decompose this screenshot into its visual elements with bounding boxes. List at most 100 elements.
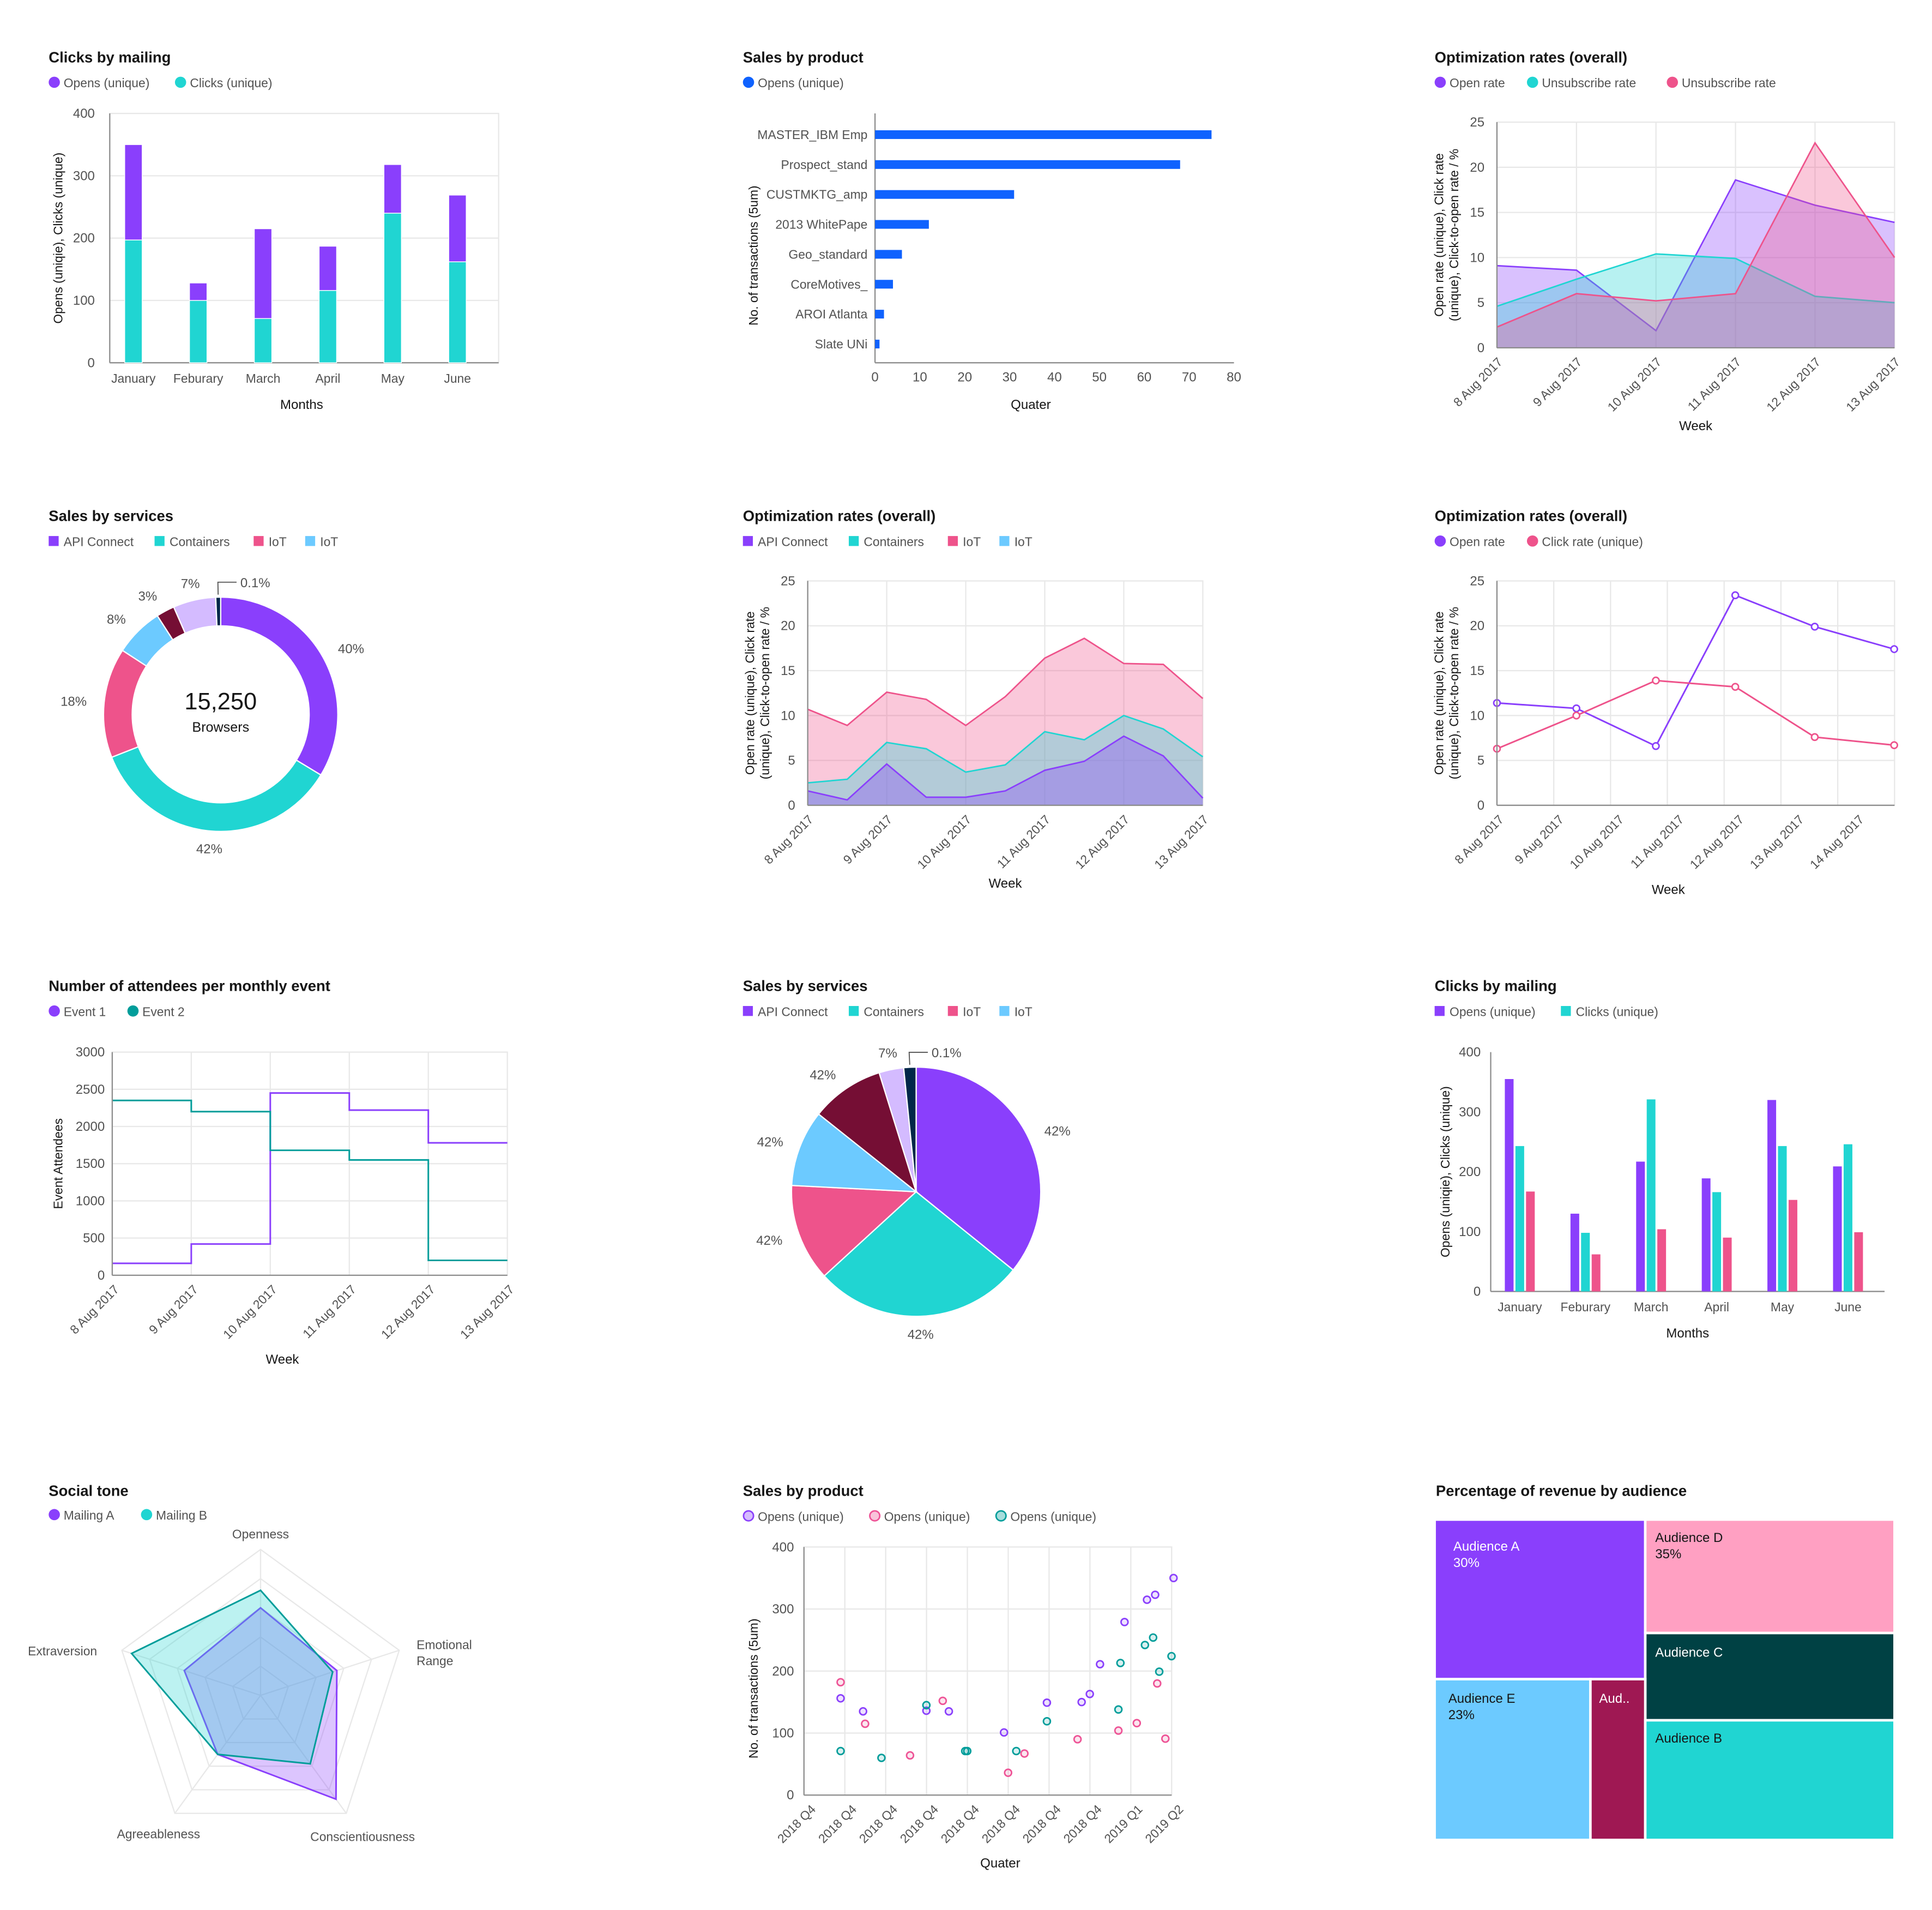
- scatter-point: [1143, 1595, 1151, 1604]
- bar: [1581, 1233, 1590, 1292]
- legend-label: IoT: [963, 1004, 981, 1019]
- y-tick-label: 20: [781, 619, 795, 634]
- scatter-point: [1114, 1726, 1123, 1735]
- legend-item: IoT: [947, 534, 981, 549]
- radar-axis-label-line: Range: [416, 1654, 453, 1668]
- area-fill: [1496, 254, 1895, 348]
- x-tick-label: 12 Aug 2017: [1687, 812, 1747, 872]
- bar: [875, 130, 1212, 139]
- legend-item: Unsubscribe rate: [1667, 76, 1776, 90]
- scatter-point: [1151, 1590, 1160, 1599]
- x-tick-label: 11 Aug 2017: [1685, 354, 1744, 413]
- radar-chart: Social tone Mailing A Mailing B Openness Emo…: [28, 1483, 472, 1844]
- data-point: [1572, 704, 1581, 713]
- pie-slice-label: 42%: [757, 1135, 783, 1150]
- legend-item: IoT: [999, 534, 1033, 549]
- y-tick-label: 10: [1470, 708, 1484, 723]
- treemap-cell: Audience B: [1644, 1719, 1896, 1841]
- y-tick-label: 15: [1470, 206, 1484, 220]
- scatter-chart: Sales by product Opens (unique) Opens (uni…: [742, 1483, 1186, 1871]
- legend-label: Unsubscribe rate: [1682, 76, 1776, 90]
- chart-title: Sales by product: [743, 49, 864, 65]
- chart-title: Number of attendees per monthly event: [49, 978, 330, 995]
- treemap-rect: [1433, 1678, 1592, 1841]
- data-point: [1810, 623, 1819, 631]
- series-line: [1496, 594, 1895, 748]
- grouped-bar-chart: Clicks by mailing Opens (unique) Clicks (u…: [1434, 978, 1885, 1341]
- legend-label: Event 1: [64, 1004, 106, 1019]
- legend-item: Event 2: [127, 1004, 185, 1019]
- radar-grid-ring: [232, 1665, 289, 1720]
- x-tick-label: 2018 Q4: [856, 1802, 901, 1846]
- y-tick-label: AROI Atlanta: [795, 307, 867, 321]
- legend-swatch: [1526, 76, 1538, 88]
- legend-label: Clicks (unique): [190, 76, 272, 90]
- chart-title: Sales by product: [743, 1483, 864, 1499]
- pie-slice-label: 0.1%: [932, 1046, 962, 1061]
- x-tick-label: 9 Aug 2017: [840, 812, 895, 867]
- x-tick-label: Feburary: [173, 371, 224, 385]
- legend-swatch: [999, 536, 1010, 546]
- x-tick-label: April: [1704, 1300, 1729, 1314]
- area-line: [807, 735, 1204, 801]
- radar-grid-ring: [121, 1549, 400, 1814]
- y-tick-label: 25: [1470, 115, 1484, 130]
- scatter-point: [1140, 1641, 1150, 1649]
- bar: [875, 190, 1015, 199]
- y-axis-label: Open rate (unique), Click rate(unique), …: [742, 607, 771, 779]
- x-tick-label: Feburary: [1561, 1300, 1611, 1314]
- treemap-cell: Audience D 35%: [1644, 1518, 1896, 1635]
- y-tick-label: CoreMotives_: [790, 277, 867, 291]
- legend-label: Containers: [864, 1004, 924, 1019]
- scatter-point: [836, 1694, 845, 1703]
- pie-slice-label: 42%: [810, 1068, 836, 1083]
- series-line: [1496, 679, 1894, 750]
- bar: [1788, 1200, 1797, 1292]
- y-tick-label: 200: [772, 1664, 794, 1679]
- treemap-rect: [1433, 1518, 1647, 1680]
- bar: [189, 282, 208, 301]
- x-tick-label: 2018 Q4: [775, 1802, 819, 1846]
- radar-grid-ring: [149, 1577, 372, 1791]
- legend-swatch: [995, 1510, 1007, 1522]
- stacked-area-chart: Optimization rates (overall) API Connect C…: [742, 508, 1211, 891]
- bar: [189, 300, 208, 363]
- bar: [1843, 1144, 1852, 1292]
- bar: [124, 239, 143, 363]
- x-tick-label: June: [444, 371, 471, 385]
- line-chart: Optimization rates (overall) Open rate Cli…: [1432, 508, 1898, 897]
- radar-spoke: [260, 1695, 347, 1814]
- data-point: [1652, 676, 1660, 685]
- pie-slice-label: 7%: [878, 1046, 897, 1061]
- y-tick-label: 300: [772, 1602, 794, 1617]
- data-point: [1890, 645, 1898, 653]
- scatter-point: [963, 1746, 972, 1756]
- data-point: [1731, 591, 1740, 600]
- bar: [318, 290, 337, 363]
- series-line: [112, 1099, 508, 1262]
- scatter-point: [1161, 1734, 1170, 1743]
- bar: [1657, 1229, 1667, 1292]
- bar: [1505, 1078, 1514, 1292]
- chart-title: Optimization rates (overall): [1435, 49, 1628, 65]
- x-tick-label: 2019 Q2: [1142, 1802, 1186, 1846]
- radar-axis-label-line: Agreeableness: [117, 1827, 201, 1841]
- y-tick-label: 400: [1459, 1045, 1481, 1060]
- area-line: [1496, 253, 1895, 308]
- y-tick-label: 20: [1470, 619, 1484, 634]
- legend-item: Unsubscribe rate: [1526, 76, 1636, 90]
- treemap-label: Aud..: [1599, 1691, 1629, 1706]
- x-tick-label: 13 Aug 2017: [1747, 812, 1807, 872]
- scatter-point: [938, 1696, 947, 1706]
- treemap-cell: Audience E 23%: [1433, 1678, 1592, 1841]
- y-tick-label: 200: [73, 231, 95, 246]
- legend-item: Open rate: [1434, 534, 1505, 549]
- bar: [253, 318, 273, 363]
- legend-label: IoT: [1015, 534, 1033, 549]
- x-tick-label: January: [111, 371, 156, 385]
- area-fill: [1496, 143, 1895, 348]
- legend-swatch: [1434, 76, 1446, 88]
- x-tick-label: January: [1498, 1300, 1542, 1314]
- bar: [875, 310, 884, 319]
- legend-label: IoT: [269, 534, 287, 549]
